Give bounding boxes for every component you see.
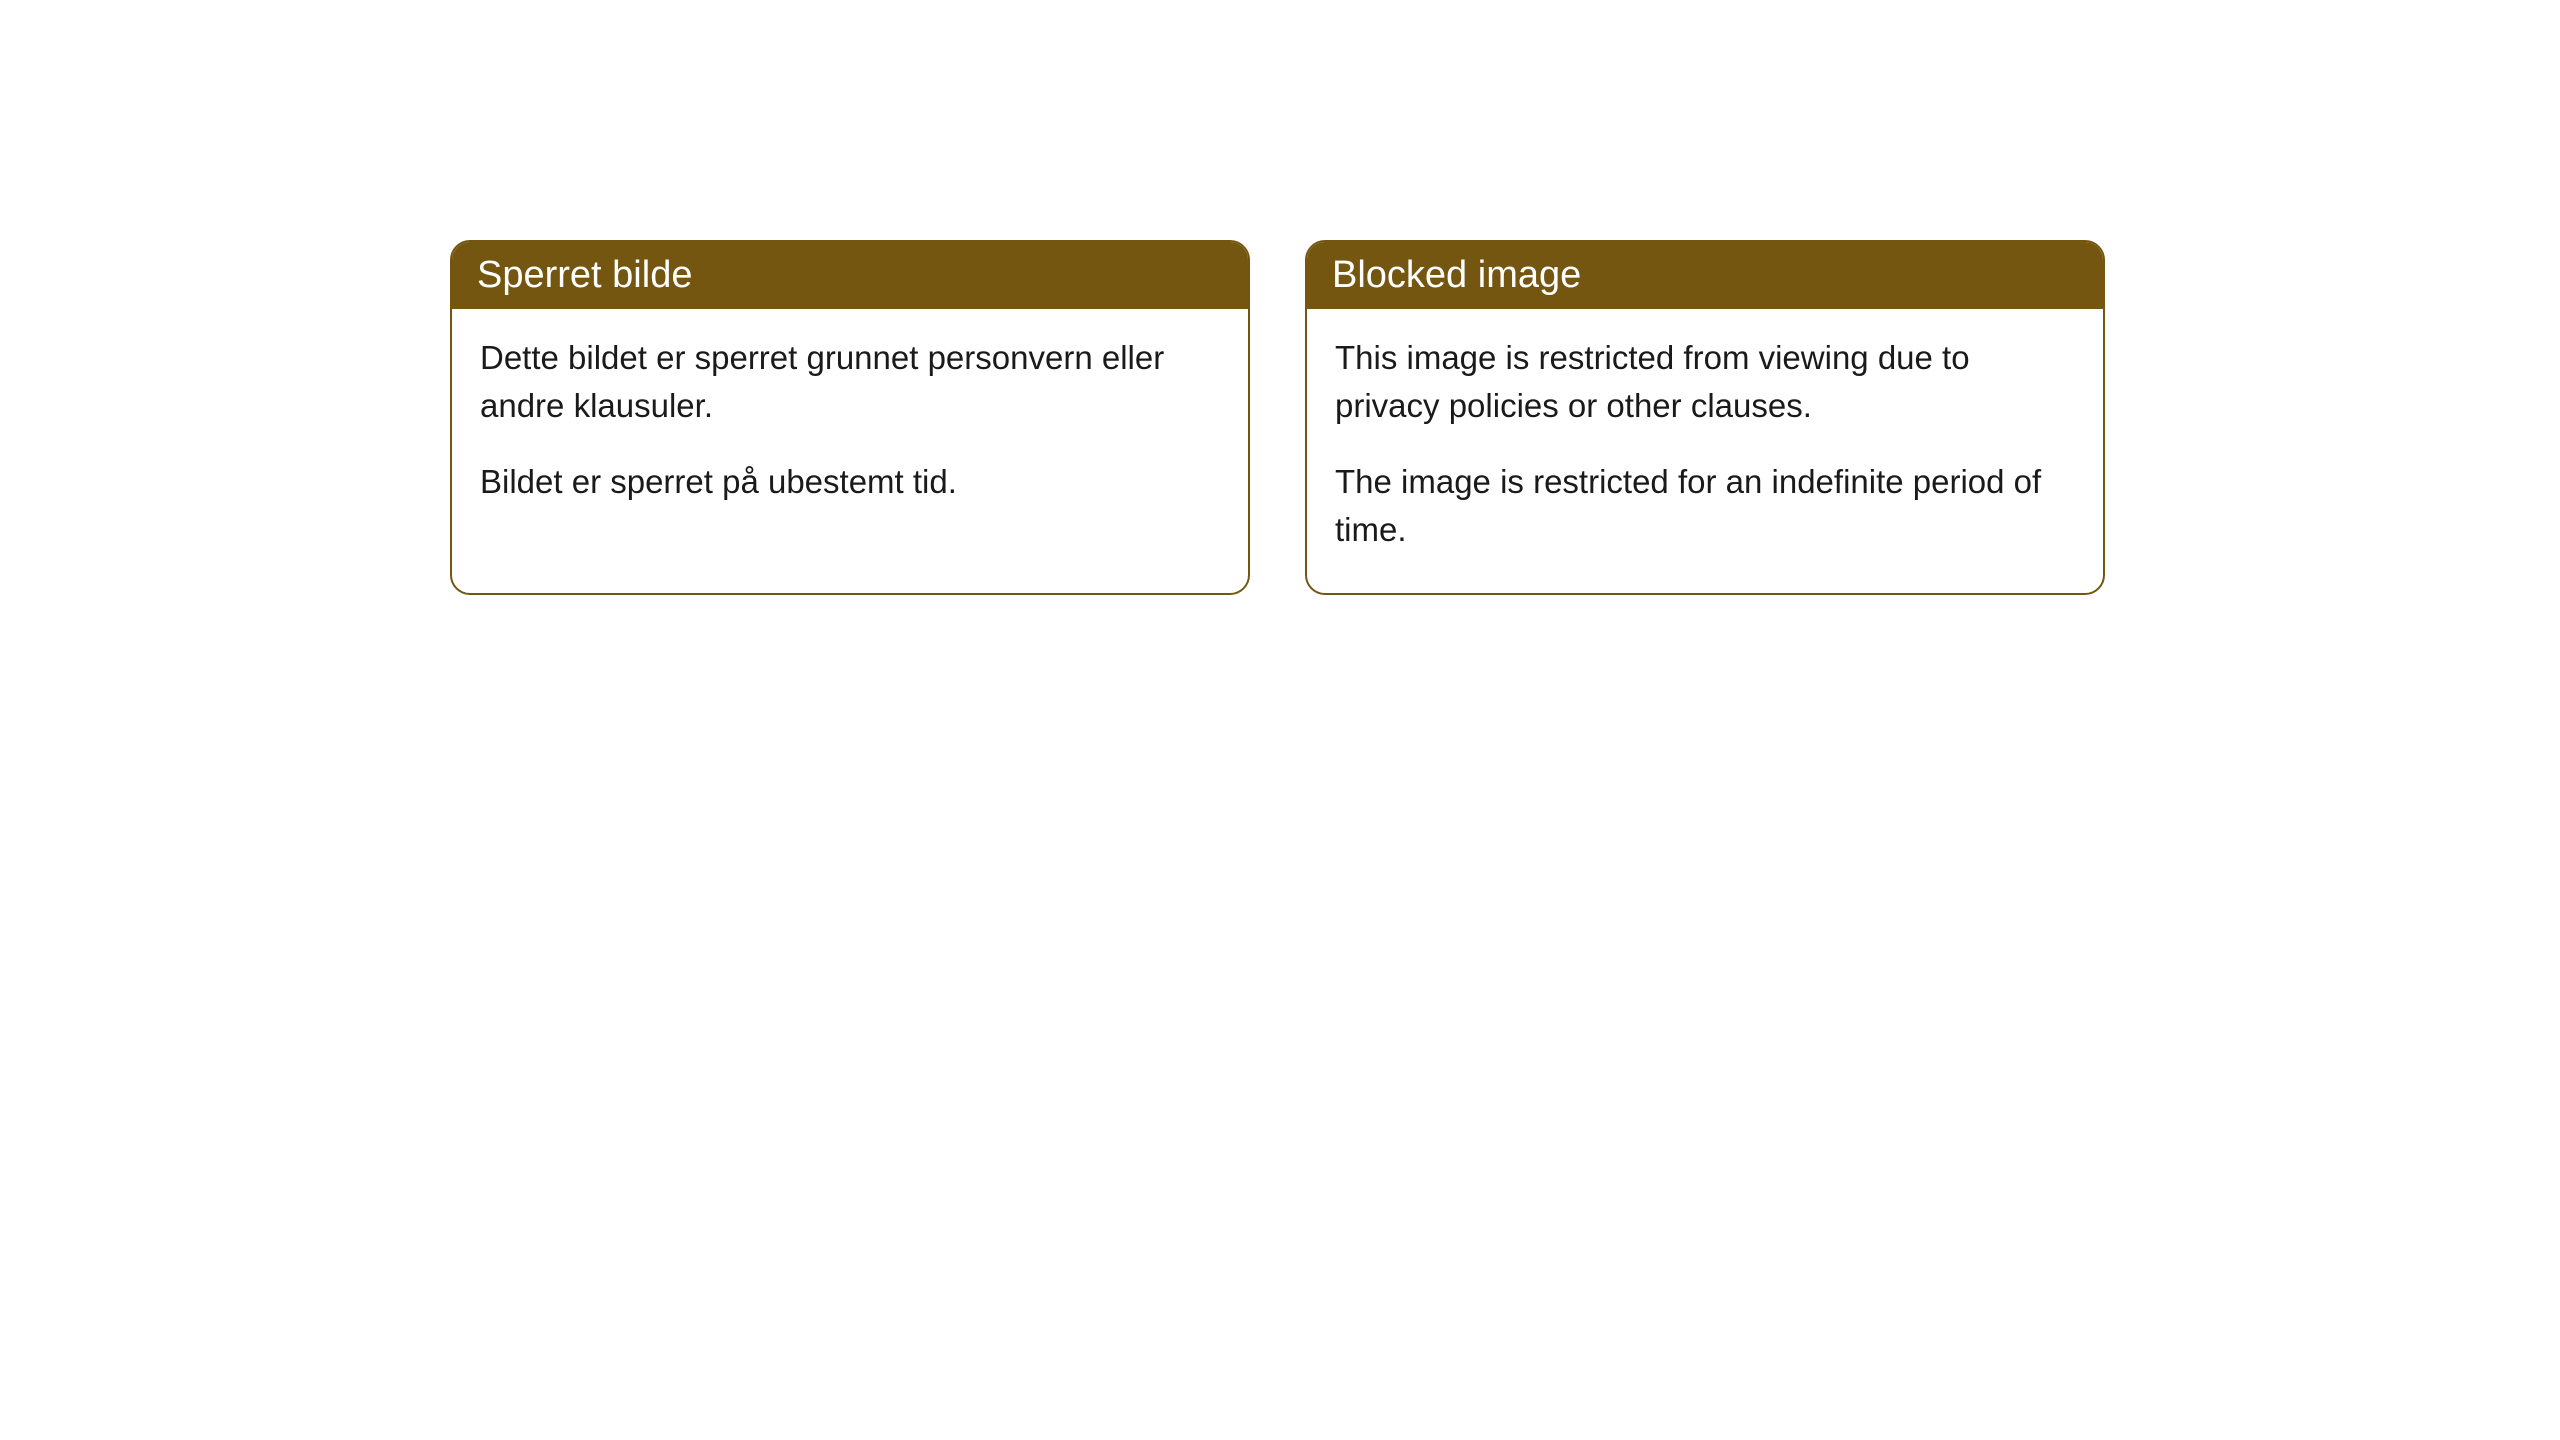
panel-text: Dette bildet er sperret grunnet personve… <box>480 334 1220 430</box>
panel-header-english: Blocked image <box>1307 242 2103 309</box>
panel-body-norwegian: Dette bildet er sperret grunnet personve… <box>452 309 1248 546</box>
panel-english: Blocked image This image is restricted f… <box>1305 240 2105 595</box>
panel-text: Bildet er sperret på ubestemt tid. <box>480 458 1220 506</box>
panel-text: The image is restricted for an indefinit… <box>1335 458 2075 554</box>
panel-norwegian: Sperret bilde Dette bildet er sperret gr… <box>450 240 1250 595</box>
panel-header-norwegian: Sperret bilde <box>452 242 1248 309</box>
panel-text: This image is restricted from viewing du… <box>1335 334 2075 430</box>
panel-body-english: This image is restricted from viewing du… <box>1307 309 2103 593</box>
panels-container: Sperret bilde Dette bildet er sperret gr… <box>450 240 2105 595</box>
